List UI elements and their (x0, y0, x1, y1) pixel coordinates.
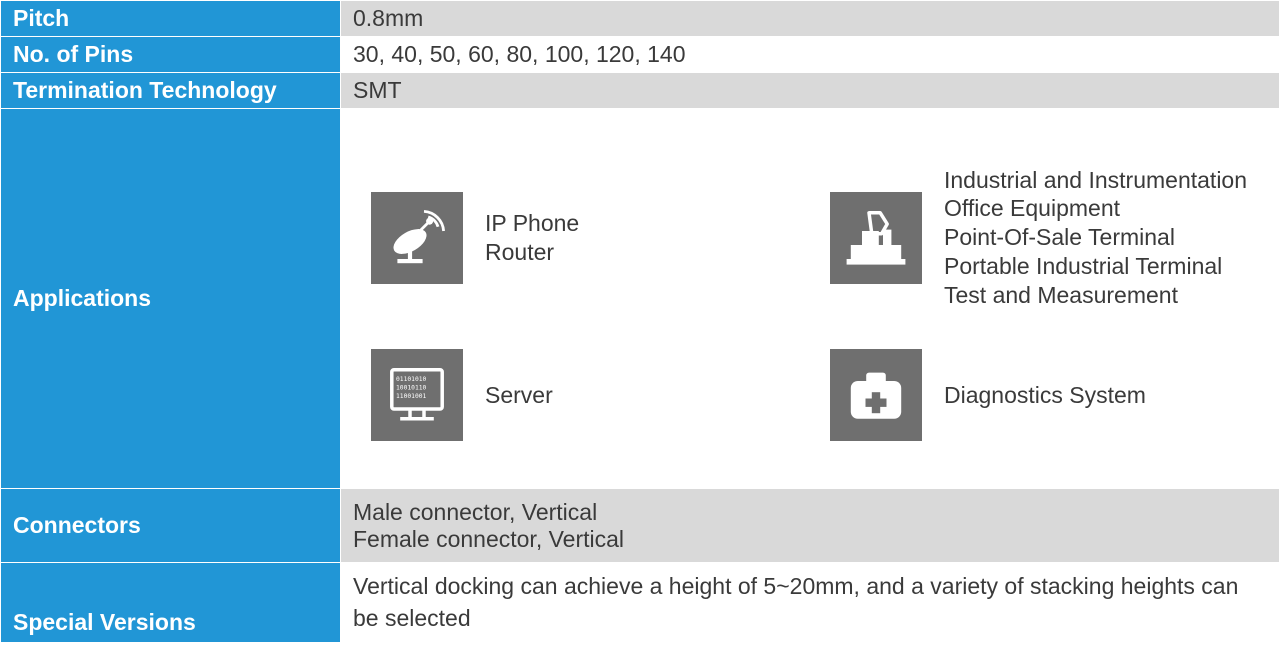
diagnostics-icon (830, 349, 922, 441)
app-text-ipphone: IP Phone Router (485, 209, 579, 267)
row-special: Special Versions Vertical docking can ac… (1, 563, 1280, 643)
label-connectors: Connectors (1, 489, 341, 563)
row-connectors: Connectors Male connector, Vertical Fema… (1, 489, 1280, 563)
value-pins: 30, 40, 50, 60, 80, 100, 120, 140 (341, 37, 1280, 73)
label-pins: No. of Pins (1, 37, 341, 73)
app-text-diagnostics: Diagnostics System (944, 381, 1146, 410)
label-applications: Applications (1, 109, 341, 489)
value-special: Vertical docking can achieve a height of… (341, 563, 1280, 643)
app-item-diagnostics: Diagnostics System (830, 349, 1249, 441)
value-connectors: Male connector, Vertical Female connecto… (341, 489, 1280, 563)
row-applications: Applications (1, 109, 1280, 489)
app-text-industrial: Industrial and Instrumentation Office Eq… (944, 166, 1247, 310)
spec-table: Pitch 0.8mm No. of Pins 30, 40, 50, 60, … (0, 0, 1280, 643)
svg-text:10010110: 10010110 (396, 385, 427, 392)
satellite-dish-icon (371, 192, 463, 284)
svg-text:11001001: 11001001 (396, 393, 427, 400)
row-pitch: Pitch 0.8mm (1, 1, 1280, 37)
app-item-server: 01101010 10010110 11001001 Server (371, 349, 790, 441)
server-icon: 01101010 10010110 11001001 (371, 349, 463, 441)
label-pitch: Pitch (1, 1, 341, 37)
label-special: Special Versions (1, 563, 341, 643)
value-pitch: 0.8mm (341, 1, 1280, 37)
apps-grid: IP Phone Router (371, 166, 1249, 442)
app-item-ipphone: IP Phone Router (371, 192, 790, 284)
value-applications: IP Phone Router (341, 109, 1280, 489)
value-term: SMT (341, 73, 1280, 109)
label-term: Termination Technology (1, 73, 341, 109)
industrial-icon (830, 192, 922, 284)
app-text-server: Server (485, 381, 553, 410)
row-pins: No. of Pins 30, 40, 50, 60, 80, 100, 120… (1, 37, 1280, 73)
svg-text:01101010: 01101010 (396, 376, 427, 383)
app-item-industrial: Industrial and Instrumentation Office Eq… (830, 166, 1249, 310)
row-term: Termination Technology SMT (1, 73, 1280, 109)
